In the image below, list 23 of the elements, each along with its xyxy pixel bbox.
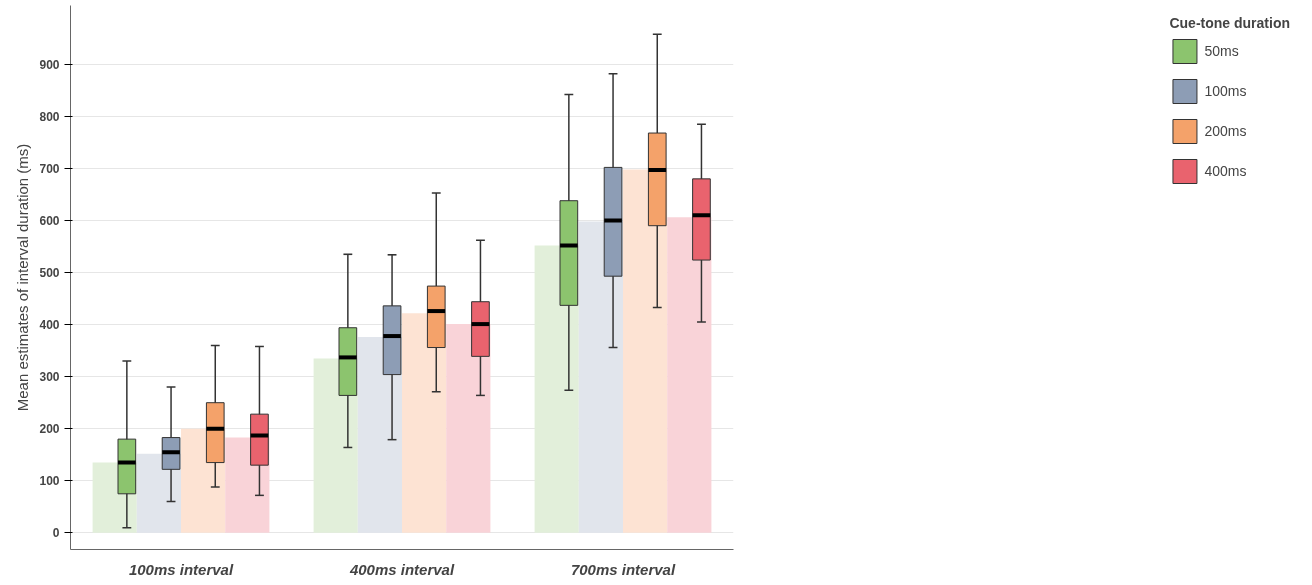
legend-label: 50ms: [1204, 43, 1239, 59]
bar: [623, 169, 668, 533]
legend-label: 100ms: [1204, 83, 1247, 99]
y-tick-label: 0: [52, 526, 60, 541]
bar: [667, 217, 712, 533]
y-axis-title: Mean estimates of interval duration (ms): [14, 143, 32, 412]
y-tick-label: 200: [39, 422, 60, 437]
y-tick-label: 600: [39, 214, 60, 228]
y-tick-label: 500: [39, 266, 60, 281]
bar: [446, 324, 491, 533]
y-tick-label: 900: [39, 57, 60, 72]
y-tick-label: 300: [39, 370, 60, 385]
bar: [402, 313, 447, 533]
x-tick-label: 700ms interval: [570, 560, 676, 578]
y-tick-label: 100: [39, 474, 60, 489]
y-tick-label: 800: [39, 109, 60, 124]
legend-label: 400ms: [1204, 163, 1247, 179]
x-tick-label: 100ms interval: [128, 560, 234, 578]
legend-label: 200ms: [1204, 123, 1247, 139]
y-tick-label: 700: [39, 161, 60, 176]
y-tick-label: 400: [39, 318, 60, 333]
x-tick-label: 400ms interval: [348, 560, 455, 578]
legend-title: Cue-tone duration: [1169, 15, 1290, 31]
